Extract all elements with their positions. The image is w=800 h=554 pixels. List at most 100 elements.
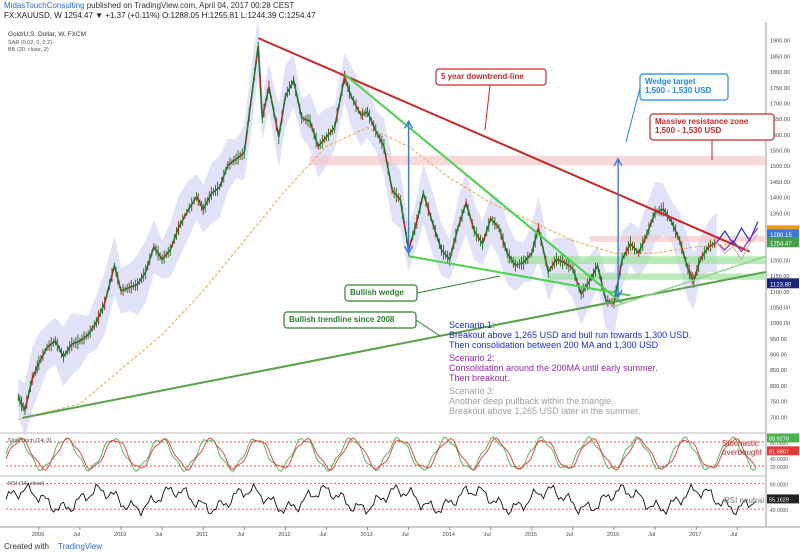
time-tick-label: 2010 [114, 532, 126, 538]
rsi-annotation: RSI neutral [724, 496, 764, 505]
price-tick-label: 1750.00 [770, 86, 790, 92]
bullish-trendline [22, 270, 767, 419]
price-tick-label: 750.00 [770, 400, 787, 406]
scenario3-path [716, 233, 759, 261]
wedge-target-pointer [625, 87, 641, 143]
price-tick-label: 800.00 [770, 384, 787, 390]
indicator-label: BB (20, close, 2) [8, 47, 49, 53]
time-tick-label: 2017 [689, 532, 701, 538]
price-tick-label: 1150.00 [770, 274, 789, 280]
ma200-line [18, 127, 738, 420]
rsi-label: RSI (14, close) [8, 481, 45, 487]
time-tick-label: 2015 [525, 532, 537, 538]
price-tick-label: 1600.00 [770, 133, 790, 139]
price-label-box [767, 237, 799, 248]
price-label-box [767, 229, 799, 240]
price-tick-label: 1500.00 [770, 164, 790, 170]
scenario-text: Consolidation around the 200MA until ear… [449, 363, 658, 373]
price-tick-label: 1550.00 [770, 149, 790, 155]
wedge-upper-line [343, 73, 623, 305]
price-tick-label: 1850.00 [770, 54, 790, 60]
publish-line: MidasTouchConsulting published on Tradin… [4, 1, 294, 10]
minor-trendline [613, 255, 767, 308]
stoch-d-line [5, 437, 757, 471]
wedge-target-annotation-box [639, 73, 729, 101]
publish-info: published on TradingView.com, April 04, … [86, 1, 295, 10]
downtrend-pointer [484, 84, 491, 131]
rsi-value-box [767, 494, 799, 504]
time-tick-label: 2011 [196, 532, 208, 538]
price-tick-label: 1650.00 [770, 117, 790, 123]
time-tick-label: Jul [730, 532, 737, 538]
tradingview-logo[interactable]: TradingView [58, 542, 103, 551]
price-tick-label: 700.00 [770, 415, 787, 421]
price-tick-label: 1400.00 [770, 196, 790, 202]
footer: Created with TradingView [0, 540, 800, 554]
scenario2-path [716, 227, 759, 253]
time-tick-label: Jul [484, 532, 491, 538]
price-label-box [767, 278, 799, 289]
time-tick-label: Jul [73, 532, 80, 538]
price-label: 1123.80 [770, 282, 792, 288]
time-tick-label: Jul [648, 532, 655, 538]
stoch-annotation: Stochastic overbought [722, 439, 763, 457]
symbol-line: FX:XAUUSD, W 1254.47 ▼ +1.37 (+0.11%) O:… [4, 11, 316, 20]
price-tick-label: 1100.00 [770, 290, 789, 296]
downtrend-annotation-box [435, 68, 547, 86]
wedge-height-arrow-head-bottom [403, 245, 414, 255]
resistance-annotation-text: Massive resistance zone 1,500 - 1,530 USD [655, 117, 749, 135]
footer-created: Created with [4, 542, 49, 551]
stoch-tick-label: 80.0000 [770, 441, 788, 447]
time-tick-label: 2014 [443, 532, 455, 538]
price-tick-label: 1050.00 [770, 305, 790, 311]
indicator-label: SAR (0.02, 0, 0.2) [8, 40, 52, 46]
chart-svg: 700.00 750.00 800.00 850.00 900.00 950.00 1000… [0, 16, 800, 540]
downtrend-line [257, 37, 750, 253]
bollinger-band [18, 16, 717, 437]
price-tick-label: 1700.00 [770, 101, 790, 107]
wedge-lower-line [408, 255, 631, 297]
chart-header: MidasTouchConsulting published on Tradin… [0, 0, 800, 22]
price-tick-label: 900.00 [770, 353, 787, 359]
wedge-target-annotation-text: Wedge target 1,500 - 1,530 USD [645, 77, 711, 95]
wedge-target-arrow-head-bottom [613, 289, 623, 299]
bullish-wedge-pointer [416, 275, 501, 294]
bullish-wedge-annotation-text: Bullish wedge [350, 288, 404, 297]
stoch-label: SlowStoch (14, 3) [8, 438, 52, 444]
price-tick-label: 1200.00 [770, 258, 790, 264]
support-zone-1200 [507, 256, 766, 265]
trendline-pointer [415, 319, 441, 337]
time-tick-label: Jul [402, 532, 409, 538]
support-zone-1150 [548, 273, 766, 280]
time-tick-label: Jul [155, 532, 162, 538]
stoch-d-box [767, 446, 799, 456]
time-tick-label: 2013 [361, 532, 373, 538]
price-tick-label: 1450.00 [770, 180, 790, 186]
rsi-tick-label: 80.0000 [770, 482, 788, 488]
author-link[interactable]: MidasTouchConsulting [4, 1, 85, 10]
time-tick-label: 2016 [607, 532, 619, 538]
price-tick-label: 850.00 [770, 368, 787, 374]
time-tick-label: Jul [319, 532, 326, 538]
wedge-target-arrow-head-top [613, 157, 623, 167]
trendline-annotation-text: Bullish trendline since 2008 [289, 315, 395, 324]
time-tick-label: Jul [566, 532, 573, 538]
scenario-text: Breakout above 1,265 USD later in the su… [449, 406, 640, 416]
price-tick-label: 1800.00 [770, 70, 790, 76]
scenario-text: Then breakout. [449, 373, 510, 383]
chart-title: Gold/U.S. Dollar, W, FXCM [8, 31, 86, 38]
price-label: 1280.15 [770, 233, 792, 239]
price-tick-label: 1900.00 [770, 39, 790, 45]
rsi-line [5, 482, 757, 517]
stoch-k-box [767, 433, 799, 443]
time-tick-label: 2012 [278, 532, 290, 538]
price-tick-label: 950.00 [770, 337, 787, 343]
price-tick-label: 1000.00 [770, 321, 790, 327]
stoch-d-value: 81.6807 [769, 449, 789, 455]
downtrend-annotation-text: 5 year downtrend-line [441, 72, 524, 81]
price-label: 1254.47 [770, 241, 792, 247]
scenario-title: Scenario 2: [449, 353, 495, 363]
rsi-value: 55.1629 [769, 497, 789, 503]
price-tick-label: 1350.00 [770, 211, 790, 217]
stoch-tick-label: 40.0000 [770, 457, 788, 463]
